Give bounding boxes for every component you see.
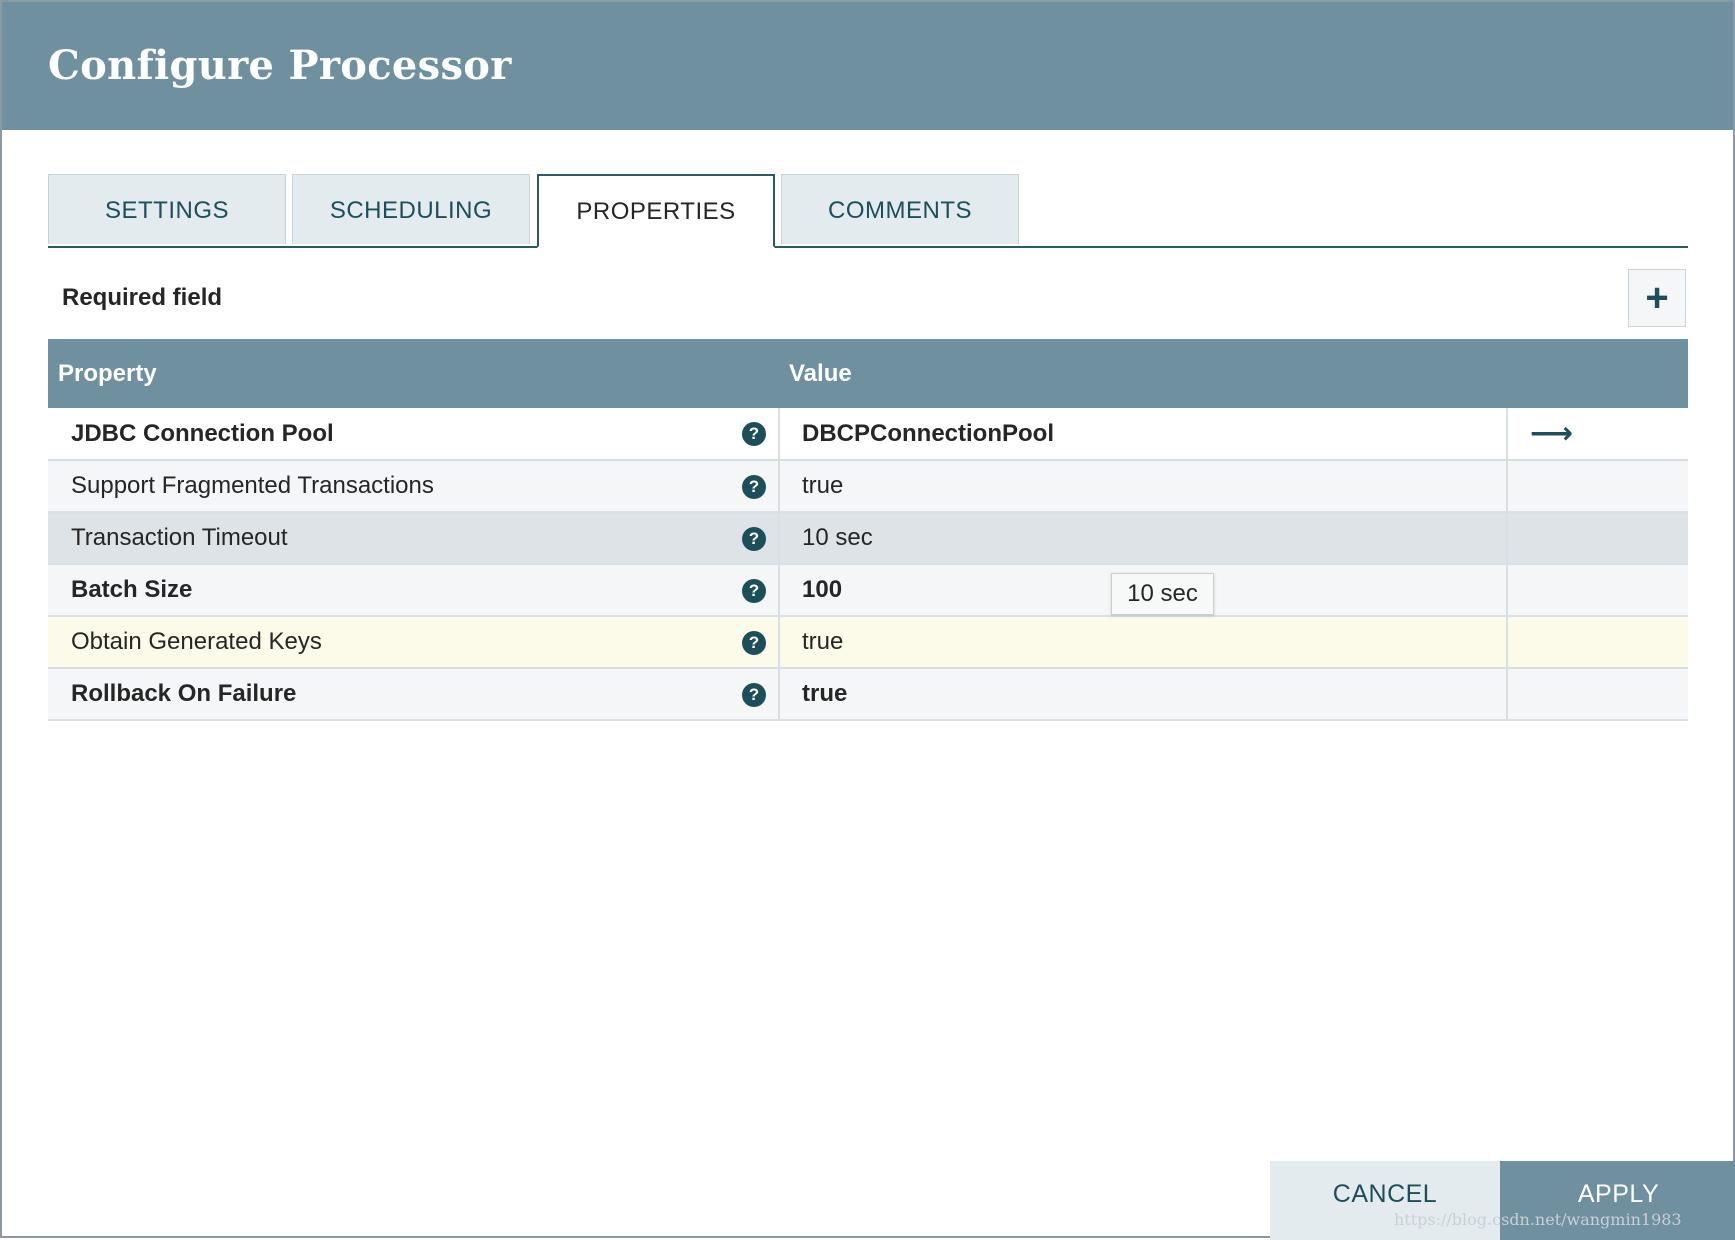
help-icon[interactable]: ? [742, 475, 766, 499]
property-name: Rollback On Failure [71, 680, 297, 707]
dialog-title: Configure Processor [48, 42, 512, 89]
required-field-label: Required field [62, 284, 223, 311]
column-header-actions [1507, 339, 1688, 408]
table-row[interactable]: JDBC Connection Pool ? DBCPConnectionPoo… [48, 408, 1688, 461]
property-name: Support Fragmented Transactions [71, 472, 434, 499]
apply-button[interactable]: APPLY [1500, 1161, 1735, 1240]
property-value[interactable]: DBCPConnectionPool [779, 408, 1508, 461]
watermark: https://blog.csdn.net/wangmin1983 [1394, 1210, 1682, 1229]
property-value[interactable]: 10 sec [779, 512, 1508, 565]
tab-properties[interactable]: PROPERTIES [537, 174, 775, 248]
property-name: JDBC Connection Pool [71, 419, 334, 447]
table-row[interactable]: Transaction Timeout ? 10 sec [48, 512, 1688, 565]
tab-scheduling[interactable]: SCHEDULING [292, 174, 530, 244]
properties-table: Property Value JDBC Connection Pool ? DB… [48, 339, 1688, 721]
table-row[interactable]: Support Fragmented Transactions ? true [48, 460, 1688, 513]
go-to-arrow-icon[interactable]: ⟶ [1530, 417, 1574, 450]
cancel-button[interactable]: CANCEL [1270, 1161, 1500, 1240]
tab-comments[interactable]: COMMENTS [781, 174, 1019, 244]
help-icon[interactable]: ? [742, 579, 766, 603]
property-value[interactable]: true [779, 616, 1508, 669]
column-header-value: Value [779, 339, 1507, 408]
property-name: Batch Size [71, 576, 193, 603]
property-value[interactable]: true [779, 668, 1508, 721]
tab-settings[interactable]: SETTINGS [48, 174, 286, 244]
plus-icon: + [1645, 276, 1669, 320]
property-name: Obtain Generated Keys [71, 628, 322, 655]
dialog-header: Configure Processor [2, 2, 1733, 130]
help-icon[interactable]: ? [742, 422, 766, 446]
help-icon[interactable]: ? [742, 631, 766, 655]
add-property-button[interactable]: + [1628, 269, 1686, 327]
table-row[interactable]: Obtain Generated Keys ? true [48, 616, 1688, 669]
property-value[interactable]: true [779, 460, 1508, 513]
table-row[interactable]: Batch Size ? 100 [48, 564, 1688, 617]
tab-bar: SETTINGS SCHEDULING PROPERTIES COMMENTS [48, 174, 1688, 248]
table-row[interactable]: Rollback On Failure ? true [48, 668, 1688, 721]
property-name: Transaction Timeout [71, 524, 288, 551]
help-icon[interactable]: ? [742, 527, 766, 551]
value-tooltip: 10 sec [1111, 573, 1214, 615]
table-header-row: Property Value [48, 339, 1688, 408]
help-icon[interactable]: ? [742, 683, 766, 707]
column-header-property: Property [48, 339, 779, 408]
